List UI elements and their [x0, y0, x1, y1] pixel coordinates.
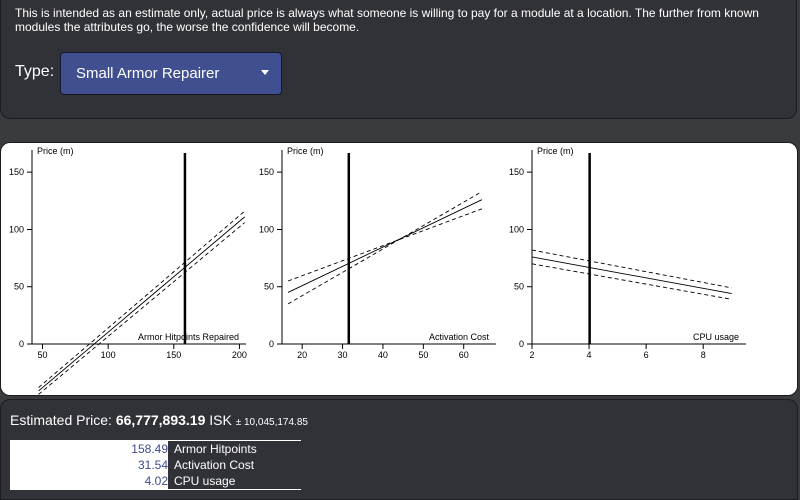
- type-label: Type:: [15, 63, 55, 80]
- attribute-name: CPU usage: [168, 473, 301, 489]
- attribute-row: 4.02 CPU usage: [10, 473, 301, 489]
- estimate-value: 66,777,893.19: [115, 412, 206, 428]
- estimate-line: [532, 256, 732, 295]
- y-tick-label: 50: [514, 282, 524, 292]
- x-tick-label: 2: [529, 350, 534, 360]
- x-tick-label: 50: [418, 350, 428, 360]
- y-tick-label: 100: [509, 224, 524, 234]
- x-tick-label: 4: [587, 350, 592, 360]
- controls-panel: This is intended as an estimate only, ac…: [0, 0, 797, 119]
- y-tick-label: 150: [259, 167, 274, 177]
- y-axis-label: Price (m): [287, 146, 324, 156]
- attribute-value: 158.49: [131, 442, 168, 456]
- y-tick-label: 150: [509, 167, 524, 177]
- confidence-line: [287, 191, 483, 305]
- estimated-price: Estimated Price: 66,777,893.19 ISK ± 10,…: [10, 412, 308, 428]
- chart-2: 0 50 100 150 20 30 40 50 60 Price (m) Activation C…: [259, 146, 496, 360]
- disclaimer-text: This is intended as an estimate only, ac…: [15, 6, 759, 34]
- x-axis-label: Activation Cost: [429, 332, 490, 342]
- confidence-line: [287, 208, 483, 282]
- x-tick-label: 60: [459, 350, 469, 360]
- attribute-name-text: CPU usage: [174, 474, 236, 488]
- y-axis-label: Price (m): [537, 146, 574, 156]
- x-tick-label: 30: [338, 350, 348, 360]
- x-tick-label: 50: [37, 350, 47, 360]
- estimate-label: Estimated Price:: [10, 412, 112, 428]
- attribute-value: 31.54: [137, 458, 168, 472]
- type-select[interactable]: Small Armor Repairer: [60, 52, 282, 95]
- x-tick-label: 200: [232, 350, 247, 360]
- x-tick-label: 8: [701, 350, 706, 360]
- estimate-uncertainty: ± 10,045,174.85: [235, 417, 308, 428]
- attribute-row: 31.54 Activation Cost: [10, 457, 301, 473]
- x-tick-label: 40: [378, 350, 388, 360]
- result-panel: Estimated Price: 66,777,893.19 ISK ± 10,…: [0, 399, 798, 500]
- x-tick-label: 150: [166, 350, 181, 360]
- confidence-line: [38, 210, 245, 388]
- y-tick-label: 0: [519, 339, 524, 349]
- chevron-down-icon: [261, 70, 269, 75]
- y-tick-label: 50: [264, 282, 274, 292]
- y-tick-label: 150: [9, 167, 24, 177]
- y-tick-label: 50: [14, 282, 24, 292]
- x-tick-label: 100: [101, 350, 116, 360]
- attribute-row: 158.49 Armor Hitpoints Repaired: [10, 441, 301, 473]
- y-tick-label: 100: [259, 224, 274, 234]
- attributes-table: 158.49 Armor Hitpoints Repaired 31.54 Ac…: [10, 440, 301, 490]
- confidence-line: [38, 222, 245, 395]
- y-axis-label: Price (m): [37, 146, 74, 156]
- attribute-value: 4.02: [144, 474, 168, 488]
- chart-3: 0 50 100 150 2 4 6 8 Price (m) CPU usage: [509, 146, 746, 360]
- chart-1: 0 50 100 150 50 100 150 200 Price (m) Armor Hitpo…: [9, 146, 247, 395]
- attribute-name: Activation Cost: [168, 457, 301, 473]
- y-tick-label: 0: [269, 339, 274, 349]
- type-select-value: Small Armor Repairer: [76, 65, 220, 82]
- confidence-line: [532, 249, 732, 289]
- x-tick-label: 6: [644, 350, 649, 360]
- confidence-line: [532, 263, 732, 300]
- estimate-line: [38, 216, 245, 392]
- charts-panel: 0 50 100 150 50 100 150 200 Price (m) Armor Hitpo…: [0, 142, 798, 396]
- x-tick-label: 20: [297, 350, 307, 360]
- y-tick-label: 0: [19, 339, 24, 349]
- x-axis-label: CPU usage: [693, 332, 739, 342]
- estimate-line: [287, 199, 483, 293]
- y-tick-label: 100: [9, 224, 24, 234]
- estimate-unit: ISK: [209, 412, 232, 428]
- attribute-name-text: Activation Cost: [174, 458, 255, 472]
- x-axis-label: Armor Hitpoints Repaired: [138, 332, 239, 342]
